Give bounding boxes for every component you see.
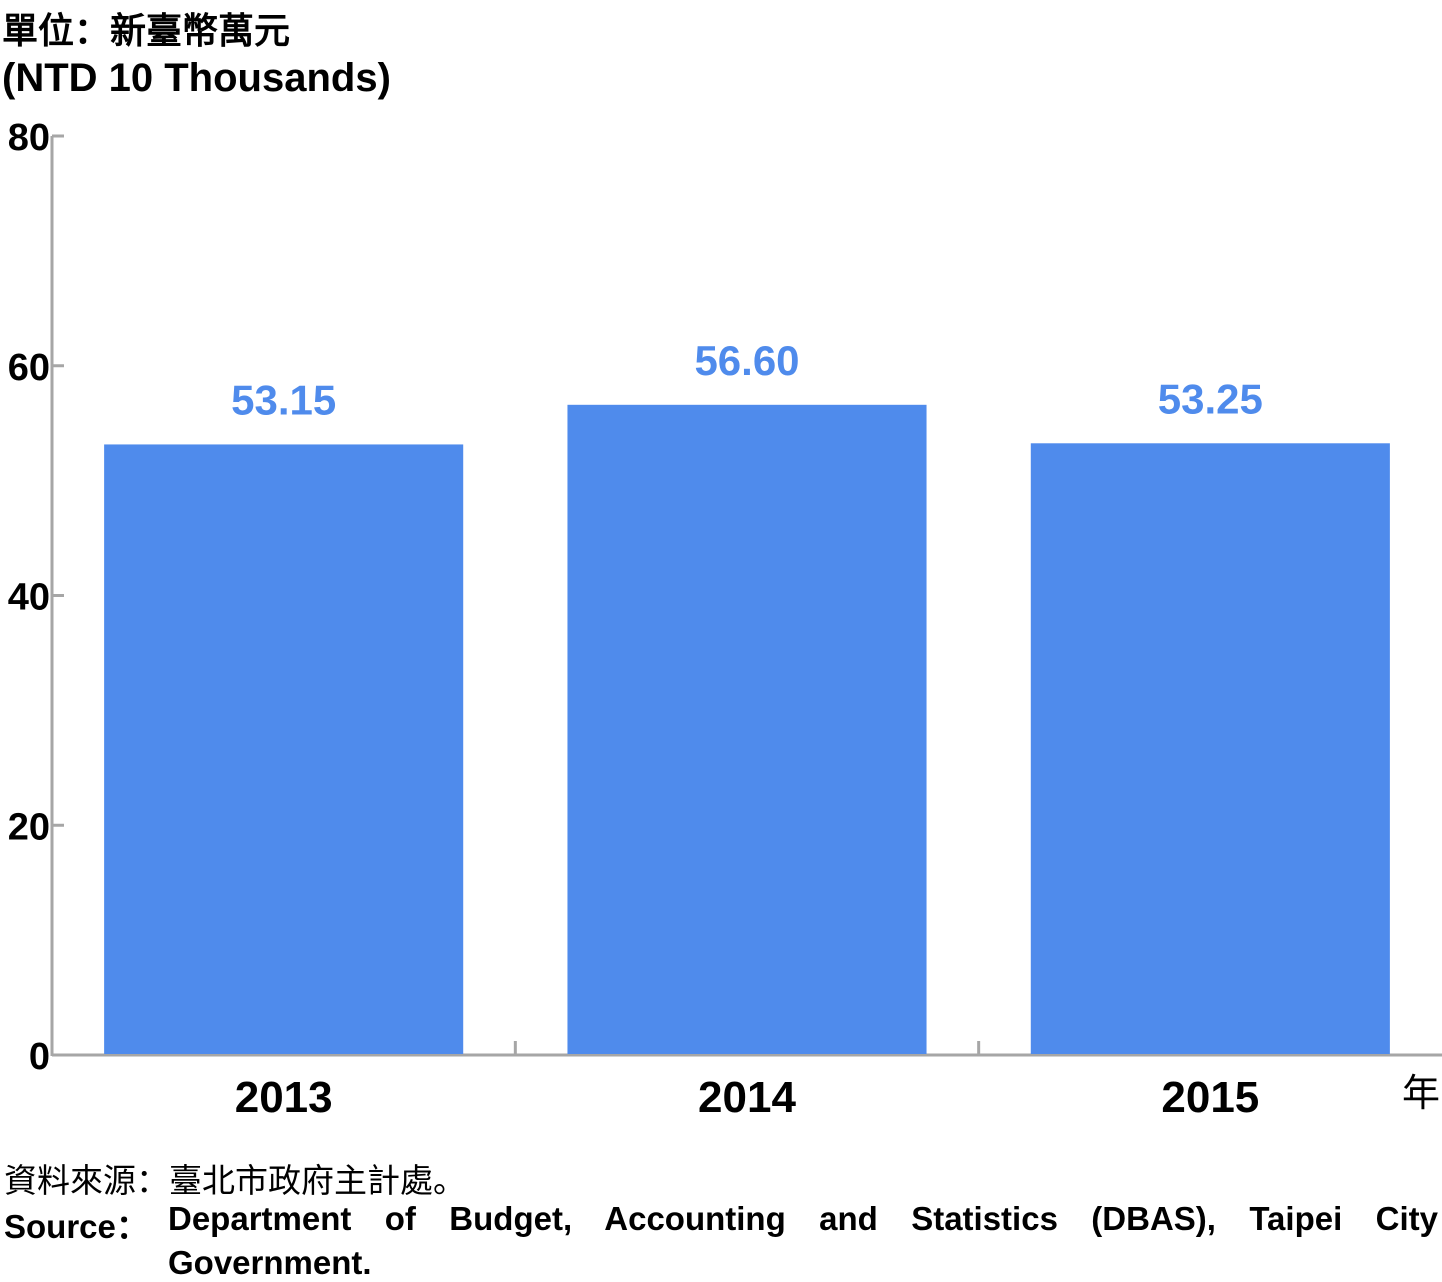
x-axis-title: 年 [1402, 1071, 1440, 1115]
value-label: 53.25 [1158, 375, 1263, 422]
bar-2015 [1030, 443, 1390, 1054]
bar-value-labels: 53.15 56.60 53.25 [231, 337, 1263, 424]
unit-label-zh: 單位：新臺幣萬元 [2, 11, 291, 52]
value-label: 56.60 [694, 337, 799, 384]
bar-chart: 0 20 40 60 80 53.15 56.60 53.25 2013 2014 2015 年 [8, 117, 1442, 1122]
y-axis-ticks: 0 20 40 60 80 [8, 117, 64, 1078]
source-zh: 資料來源：臺北市政府主計處。 [4, 1161, 466, 1200]
x-axis-category-labels: 2013 2014 2015 [235, 1073, 1260, 1122]
bar-2014 [567, 404, 927, 1054]
source-prefix: Source： [4, 1208, 149, 1245]
category-label: 2013 [235, 1073, 333, 1122]
y-tick-label: 20 [8, 806, 50, 848]
unit-label-en: (NTD 10 Thousands) [2, 56, 391, 100]
bar-series [104, 404, 1390, 1055]
y-tick-label: 60 [8, 347, 50, 389]
x-axis-category-dividers [513, 1041, 981, 1055]
y-tick-label: 80 [8, 117, 50, 159]
y-tick-label: 0 [29, 1036, 50, 1078]
category-label: 2014 [698, 1073, 796, 1122]
source-line-1: Department of Budget, Accounting and Sta… [168, 1200, 1438, 1237]
value-label: 53.15 [231, 376, 336, 423]
source-en: Source： Department of Budget, Accounting… [4, 1200, 1438, 1281]
bar-2013 [104, 444, 464, 1055]
source-line-2: Government. [168, 1244, 372, 1281]
y-tick-label: 40 [8, 577, 50, 619]
category-label: 2015 [1161, 1073, 1259, 1122]
